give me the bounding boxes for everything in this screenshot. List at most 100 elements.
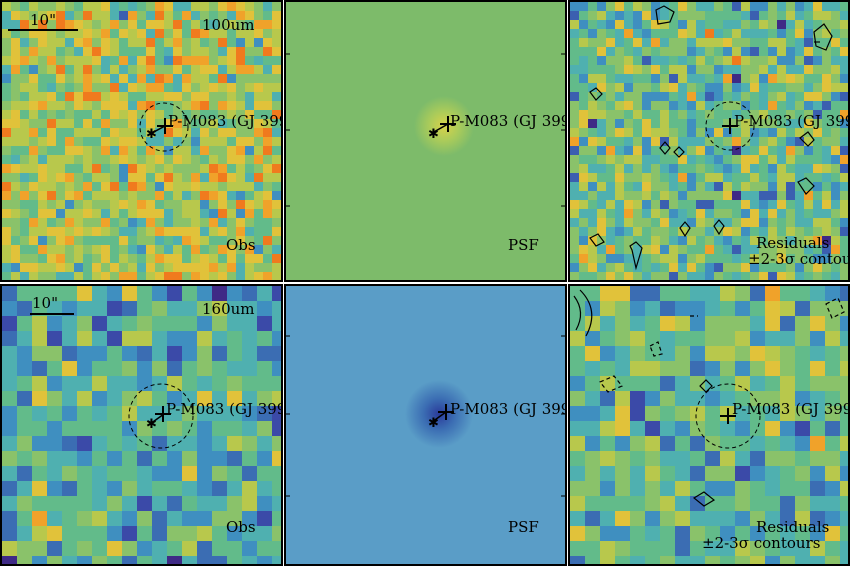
map-pixel <box>101 38 111 48</box>
map-pixel <box>714 110 724 120</box>
map-pixel <box>38 263 48 273</box>
map-pixel <box>795 83 805 93</box>
map-pixel <box>720 511 736 527</box>
map-pixel <box>579 209 589 219</box>
map-pixel <box>137 481 153 497</box>
map-pixel <box>11 56 21 66</box>
map-pixel <box>759 128 769 138</box>
map-pixel <box>182 556 198 564</box>
map-pixel <box>759 101 769 111</box>
map-pixel <box>624 272 634 280</box>
map-pixel <box>570 245 580 255</box>
map-pixel <box>810 556 826 564</box>
map-pixel <box>110 263 120 273</box>
map-pixel <box>92 218 102 228</box>
map-pixel <box>624 119 634 129</box>
map-pixel <box>38 119 48 129</box>
map-pixel <box>579 245 589 255</box>
map-pixel <box>146 209 156 219</box>
map-pixel <box>200 218 210 228</box>
map-pixel <box>840 65 848 75</box>
map-pixel <box>200 272 210 280</box>
map-pixel <box>152 556 168 564</box>
map-pixel <box>197 541 213 557</box>
map-pixel <box>38 38 48 48</box>
map-pixel <box>245 254 255 264</box>
band-label: 100um <box>202 16 255 34</box>
map-pixel <box>62 541 78 557</box>
map-pixel <box>2 263 12 273</box>
map-pixel <box>795 556 811 564</box>
map-pixel <box>20 101 30 111</box>
map-pixel <box>786 110 796 120</box>
map-pixel <box>759 29 769 39</box>
map-pixel <box>615 20 625 30</box>
map-pixel <box>600 421 616 437</box>
map-pixel <box>173 200 183 210</box>
map-pixel <box>777 272 787 280</box>
map-pixel <box>606 128 616 138</box>
map-pixel <box>615 254 625 264</box>
map-pixel <box>633 263 643 273</box>
map-pixel <box>197 316 213 332</box>
map-pixel <box>137 421 153 437</box>
map-pixel <box>600 286 616 302</box>
map-pixel <box>128 218 138 228</box>
map-pixel <box>600 556 616 564</box>
map-pixel <box>804 155 814 165</box>
map-pixel <box>570 496 586 512</box>
map-pixel <box>2 541 18 557</box>
map-pixel <box>732 20 742 30</box>
map-pixel <box>570 316 586 332</box>
map-pixel <box>768 38 778 48</box>
map-pixel <box>585 466 601 482</box>
map-pixel <box>2 92 12 102</box>
map-pixel <box>122 346 138 362</box>
map-pixel <box>642 263 652 273</box>
map-pixel <box>720 466 736 482</box>
map-pixel <box>585 541 601 557</box>
map-pixel <box>272 236 281 246</box>
map-pixel <box>570 331 586 347</box>
map-pixel <box>32 286 48 302</box>
map-pixel <box>227 74 237 84</box>
map-pixel <box>242 331 258 347</box>
map-pixel <box>732 164 742 174</box>
map-pixel <box>780 526 796 542</box>
map-pixel <box>227 436 243 452</box>
map-pixel <box>615 200 625 210</box>
map-pixel <box>272 406 281 422</box>
map-pixel <box>92 200 102 210</box>
map-pixel <box>705 526 721 542</box>
map-pixel <box>795 137 805 147</box>
map-pixel <box>651 200 661 210</box>
map-pixel <box>74 200 84 210</box>
map-pixel <box>678 20 688 30</box>
map-pixel <box>77 301 93 317</box>
map-pixel <box>128 200 138 210</box>
map-pixel <box>257 481 273 497</box>
map-pixel <box>227 119 237 129</box>
map-pixel <box>83 38 93 48</box>
map-pixel <box>11 11 21 21</box>
map-pixel <box>191 173 201 183</box>
map-pixel <box>47 101 57 111</box>
map-pixel <box>212 406 228 422</box>
map-pixel <box>732 83 742 93</box>
map-pixel <box>600 481 616 497</box>
map-pixel <box>182 65 192 75</box>
aperture-circle <box>705 101 755 151</box>
map-pixel <box>585 421 601 437</box>
map-pixel <box>723 182 733 192</box>
map-pixel <box>263 11 273 21</box>
source-label: P-M083 (GJ 399 <box>166 400 281 418</box>
map-pixel <box>741 56 751 66</box>
map-pixel <box>615 245 625 255</box>
map-pixel <box>675 451 691 467</box>
map-pixel <box>831 254 841 264</box>
map-pixel <box>570 119 580 129</box>
map-pixel <box>92 155 102 165</box>
map-pixel <box>17 406 33 422</box>
map-pixel <box>218 29 228 39</box>
map-pixel <box>660 146 670 156</box>
